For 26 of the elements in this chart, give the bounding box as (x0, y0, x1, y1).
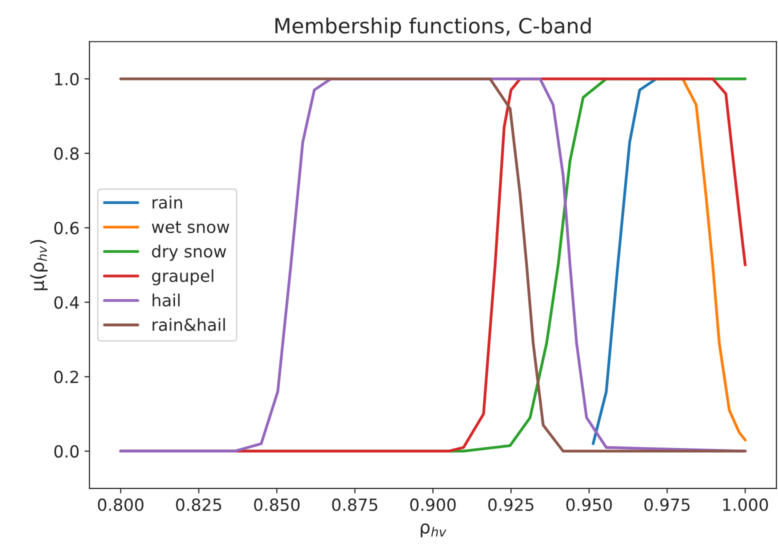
line-series (592, 77, 658, 446)
chart-title: Membership functions, C-band (275, 17, 591, 38)
legend-label: wet snow (152, 221, 230, 234)
x-tick-label: 0.800 (98, 498, 144, 512)
x-tick-label: 0.850 (254, 498, 300, 512)
y-tick-label: 0.8 (54, 147, 79, 160)
y-tick-label: 0.6 (54, 222, 79, 234)
x-tick-label: 0.975 (644, 498, 690, 512)
x-tick-label: 0.900 (410, 498, 456, 512)
x-tick-label: 0.950 (566, 498, 612, 512)
legend-label: hail (152, 294, 180, 307)
x-tick-label: 0.825 (176, 498, 222, 512)
legend-label: rain (152, 196, 182, 209)
legend-label: graupel (152, 269, 214, 286)
line-series (119, 77, 747, 453)
y-tick-label: 0.2 (54, 370, 78, 384)
x-tick-label: 1.000 (723, 498, 768, 512)
y-tick-label: 0.0 (54, 445, 79, 458)
legend-label: dry snow (152, 244, 226, 261)
x-axis-title: ρ$_{hv}$ (420, 523, 446, 538)
y-axis-title: μ(ρ$_{hv}$) (30, 240, 48, 290)
y-tick-label: 0.4 (54, 296, 79, 309)
legend-label: rain&hail (152, 318, 225, 332)
x-tick-label: 0.875 (332, 498, 378, 512)
x-tick-label: 0.925 (488, 498, 534, 512)
y-tick-label: 1.0 (55, 72, 79, 86)
